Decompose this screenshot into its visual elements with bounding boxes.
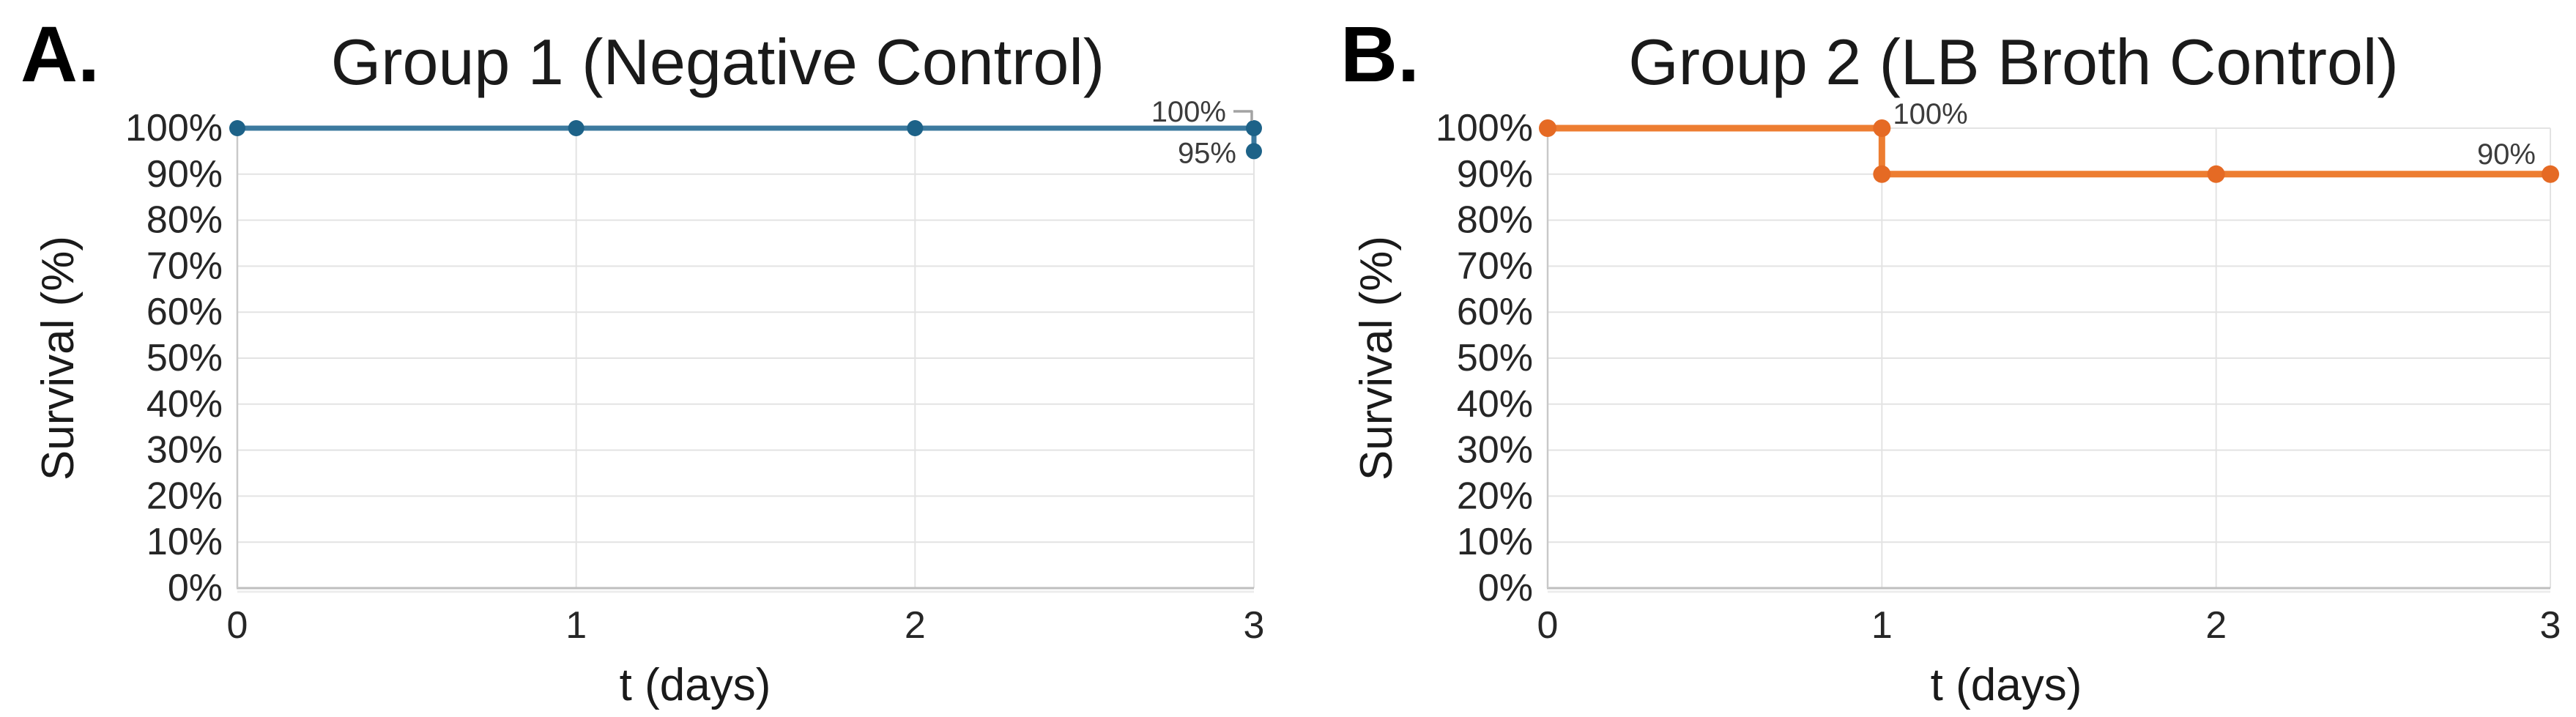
data-point-marker: [229, 120, 245, 136]
data-point-label: 90%: [2477, 138, 2536, 171]
x-tick-label: 3: [1244, 604, 1265, 647]
data-point-marker: [1539, 119, 1556, 137]
data-point-label: 100%: [1893, 98, 1967, 130]
y-tick-label: 100%: [1436, 107, 1533, 149]
survival-step-line: [1544, 125, 2554, 178]
y-tick-label: 60%: [146, 291, 223, 333]
x-tick-label: 1: [565, 604, 587, 647]
y-tick-label: 50%: [146, 337, 223, 379]
data-point-marker: [1873, 165, 1891, 183]
y-tick-label: 40%: [146, 383, 223, 426]
y-tick-label: 30%: [146, 429, 223, 472]
survival-step-line: [234, 125, 1257, 154]
y-tick-label: 20%: [1457, 475, 1533, 517]
chart-b-plot-area: 0%10%20%30%40%50%60%70%80%90%100%0 1 2 3100…: [1436, 98, 2561, 647]
x-tick-label: 1: [1871, 604, 1893, 647]
y-tick-label: 30%: [1457, 429, 1533, 472]
data-point-marker: [1873, 119, 1891, 137]
y-tick-label: 70%: [146, 245, 223, 287]
x-tick-label: 3: [2540, 604, 2561, 647]
chart-a-title: Group 1 (Negative Control): [331, 26, 1105, 98]
chart-a-plot-area: 0%10%20%30%40%50%60%70%80%90%100%0 1 2 3100…: [125, 96, 1264, 647]
x-tick-label: 0: [227, 604, 248, 647]
data-point-marker: [1246, 120, 1262, 136]
data-point-marker: [1246, 143, 1262, 160]
y-tick-label: 90%: [146, 153, 223, 196]
data-point-label: 95%: [1178, 137, 1236, 169]
chart-b-title: Group 2 (LB Broth Control): [1628, 26, 2399, 98]
y-tick-label: 80%: [146, 199, 223, 242]
data-point-marker: [907, 120, 924, 136]
x-tick-label: 0: [1537, 604, 1559, 647]
chart-a-yaxis-title: Survival (%): [33, 236, 83, 480]
data-point-label: 100%: [1151, 96, 1226, 128]
panel-b-letter: B.: [1340, 10, 1419, 98]
panel-a: A. 0% 10% 20% 30% 40% 50% 60% 70% 80% 90% 100% 0 1 2 3…: [21, 10, 1264, 711]
y-tick-label: 10%: [1457, 521, 1533, 563]
data-point-marker: [2207, 165, 2225, 183]
y-tick-label: 0%: [168, 567, 223, 609]
chart-a-xaxis-title: t (days): [620, 660, 771, 710]
y-tick-label: 80%: [1457, 199, 1533, 242]
chart-a: 0%10%20%30%40%50%60%70%80%90%100%0 1 2 3100…: [33, 26, 1264, 710]
chart-b-xaxis-title: t (days): [1931, 660, 2082, 710]
label-leader-line: [1233, 110, 1253, 121]
y-tick-label: 0%: [1478, 567, 1533, 609]
panel-a-letter: A.: [21, 10, 100, 98]
y-tick-label: 70%: [1457, 245, 1533, 287]
y-tick-label: 10%: [146, 521, 223, 563]
y-tick-label: 90%: [1457, 153, 1533, 196]
y-tick-label: 100%: [125, 107, 223, 149]
panel-b: B. 0% 10% 20% 30% 40% 50% 60% 70% 80% 90% 100% 0 1 2 3…: [1288, 0, 2575, 717]
x-tick-label: 2: [2205, 604, 2227, 647]
chart-b: 0%10%20%30%40%50%60%70%80%90%100%0 1 2 3100…: [1351, 26, 2561, 710]
chart-b-yaxis-title: Survival (%): [1351, 236, 1402, 480]
y-tick-label: 50%: [1457, 337, 1533, 379]
x-tick-label: 2: [905, 604, 926, 647]
data-point-marker: [568, 120, 584, 136]
data-point-marker: [2542, 165, 2559, 183]
y-tick-label: 20%: [146, 475, 223, 517]
y-tick-label: 40%: [1457, 383, 1533, 426]
y-tick-label: 60%: [1457, 291, 1533, 333]
